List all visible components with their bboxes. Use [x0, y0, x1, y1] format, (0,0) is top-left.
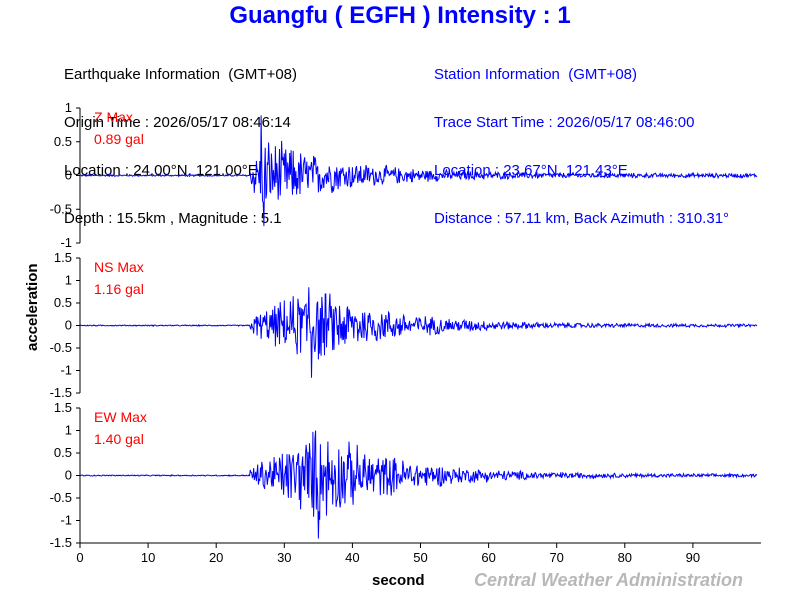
y-axis-label: acceleration	[24, 263, 41, 351]
agency-credit: Central Weather Administration	[474, 570, 744, 590]
ew-y-tick-label: 0.5	[54, 445, 72, 460]
ns-y-tick-label: 0	[65, 318, 72, 333]
ew-waveform	[79, 430, 758, 539]
z-y-tick-label: 0	[65, 168, 72, 183]
earthquake-info-heading: Earthquake Information (GMT+08)	[64, 66, 298, 83]
epicenter-location: Location : 24.00°N, 121.00°E	[64, 162, 258, 179]
ew-y-tick-label: -1.5	[50, 535, 72, 550]
depth-magnitude: Depth : 15.5km , Magnitude : 5.1	[64, 210, 282, 227]
ns-max-value: 1.16 gal	[94, 281, 144, 297]
z-y-tick-label: -1	[60, 235, 72, 250]
station-info-heading: Station Information (GMT+08)	[434, 66, 637, 83]
z-max-label: Z Max	[94, 109, 133, 125]
trace-start-time: Trace Start Time : 2026/05/17 08:46:00	[434, 114, 695, 131]
x-tick-label: 70	[549, 550, 563, 565]
ew-y-tick-label: 1.5	[54, 400, 72, 415]
ew-y-tick-label: 1	[65, 423, 72, 438]
x-tick-label: 0	[76, 550, 83, 565]
ew-y-tick-label: -0.5	[50, 490, 72, 505]
z-y-tick-label: 0.5	[54, 134, 72, 149]
x-tick-label: 60	[481, 550, 495, 565]
ns-y-tick-label: 1	[65, 273, 72, 288]
distance-azimuth: Distance : 57.11 km, Back Azimuth : 310.…	[434, 210, 730, 227]
chart-title: Guangfu ( EGFH ) Intensity : 1	[229, 2, 571, 29]
x-tick-label: 90	[686, 550, 700, 565]
ns-y-tick-label: -1	[60, 363, 72, 378]
x-tick-label: 50	[413, 550, 427, 565]
ns-waveform	[79, 287, 758, 378]
z-y-tick-label: -0.5	[50, 201, 72, 216]
ew-max-label: EW Max	[94, 409, 147, 425]
ns-y-tick-label: -1.5	[50, 385, 72, 400]
x-tick-label: 20	[209, 550, 223, 565]
x-tick-label: 10	[141, 550, 155, 565]
ns-y-tick-label: 1.5	[54, 250, 72, 265]
x-axis-label: second	[372, 572, 425, 589]
z-max-value: 0.89 gal	[94, 131, 144, 147]
z-y-tick-label: 1	[65, 100, 72, 115]
ew-y-tick-label: 0	[65, 468, 72, 483]
ew-y-tick-label: -1	[60, 513, 72, 528]
x-tick-label: 30	[277, 550, 291, 565]
ns-y-tick-label: -0.5	[50, 340, 72, 355]
x-tick-label: 80	[618, 550, 632, 565]
ew-max-value: 1.40 gal	[94, 431, 144, 447]
ns-y-tick-label: 0.5	[54, 295, 72, 310]
z-waveform	[79, 115, 758, 227]
x-tick-label: 40	[345, 550, 359, 565]
ns-max-label: NS Max	[94, 259, 144, 275]
